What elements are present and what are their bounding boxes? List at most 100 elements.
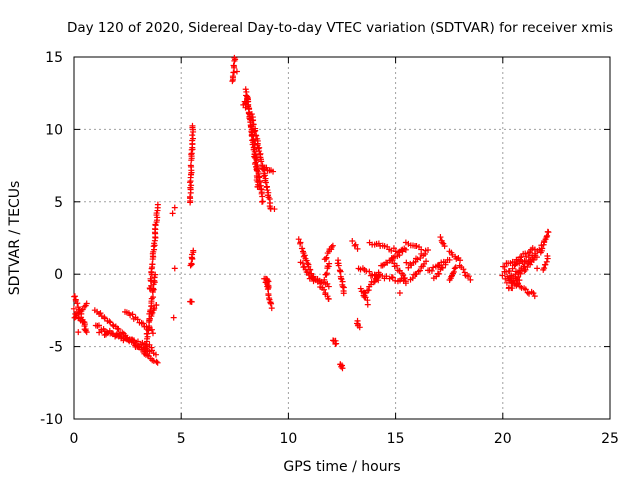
data-point — [352, 241, 359, 248]
y-tick-label: 15 — [45, 50, 63, 66]
data-point — [332, 337, 339, 344]
data-point — [521, 268, 528, 275]
x-tick-label: 25 — [601, 431, 619, 447]
data-point — [514, 273, 521, 280]
data-point — [310, 273, 317, 280]
data-point — [188, 261, 195, 268]
data-point — [515, 280, 522, 287]
data-point — [299, 245, 306, 252]
data-point — [264, 187, 271, 194]
data-point — [531, 293, 538, 300]
data-point — [81, 326, 88, 333]
y-axis-label: SDTVAR / TECUs — [7, 181, 23, 296]
data-point — [186, 193, 193, 200]
data-point — [188, 298, 195, 305]
data-point — [149, 261, 156, 268]
data-point — [189, 132, 196, 139]
data-point — [530, 256, 537, 263]
data-point — [423, 258, 430, 265]
data-point — [529, 255, 536, 262]
data-point — [129, 311, 136, 318]
data-point — [71, 293, 78, 300]
data-point — [95, 322, 102, 329]
data-point — [140, 320, 147, 327]
data-point — [254, 184, 261, 191]
data-point — [336, 267, 343, 274]
data-point — [189, 135, 196, 142]
data-point — [147, 275, 154, 282]
data-point — [545, 229, 552, 236]
data-point — [323, 270, 330, 277]
data-point — [256, 148, 263, 155]
data-point — [70, 305, 77, 312]
data-point — [401, 275, 408, 282]
data-point — [524, 289, 531, 296]
data-point — [242, 104, 249, 111]
data-point — [134, 338, 141, 345]
data-point — [250, 146, 257, 153]
data-point — [189, 122, 196, 129]
data-point — [146, 315, 153, 322]
x-tick-label: 20 — [494, 431, 512, 447]
data-point — [389, 257, 396, 264]
data-point — [416, 267, 423, 274]
data-point — [339, 283, 346, 290]
data-point — [499, 272, 506, 279]
y-tick-label: -10 — [40, 412, 63, 428]
data-point — [441, 243, 448, 250]
data-point — [437, 234, 444, 241]
data-points — [70, 54, 552, 372]
data-point — [450, 268, 457, 275]
x-tick-label: 5 — [177, 431, 186, 447]
data-point — [430, 264, 437, 271]
data-point — [539, 245, 546, 252]
x-tick-label: 0 — [70, 431, 79, 447]
data-point — [230, 62, 237, 69]
data-point — [326, 260, 333, 267]
data-point — [270, 168, 277, 175]
data-point — [509, 285, 516, 292]
data-point — [250, 121, 257, 128]
data-point — [435, 262, 442, 269]
data-point — [266, 296, 273, 303]
data-point — [448, 273, 455, 280]
data-point — [373, 272, 380, 279]
data-point — [328, 243, 335, 250]
data-point — [262, 179, 269, 186]
data-point — [409, 275, 416, 282]
data-point — [364, 301, 371, 308]
data-point — [149, 330, 156, 337]
data-point — [96, 329, 103, 336]
data-point — [106, 318, 113, 325]
data-point — [144, 330, 151, 337]
data-point — [371, 278, 378, 285]
data-point — [253, 132, 260, 139]
data-point — [268, 300, 275, 307]
data-point — [421, 251, 428, 258]
data-point — [150, 357, 157, 364]
data-point — [264, 277, 271, 284]
data-point — [152, 222, 159, 229]
x-tick-labels: 0 5 10 15 20 25 — [70, 431, 619, 447]
data-point — [541, 265, 548, 272]
data-point — [534, 265, 541, 272]
y-tick-label: 0 — [54, 267, 63, 283]
data-point — [536, 246, 543, 253]
data-point — [74, 300, 81, 307]
data-point — [154, 201, 161, 208]
data-point — [544, 253, 551, 260]
data-point — [267, 299, 274, 306]
data-point — [131, 337, 138, 344]
data-point — [544, 232, 551, 239]
data-point — [533, 254, 540, 261]
data-point — [396, 252, 403, 259]
data-point — [320, 286, 327, 293]
data-point — [357, 285, 364, 292]
data-point — [542, 261, 549, 268]
data-point — [259, 198, 266, 205]
data-point — [154, 359, 161, 366]
data-point — [333, 340, 340, 347]
y-tick-label: 10 — [45, 122, 63, 138]
data-point — [251, 128, 258, 135]
